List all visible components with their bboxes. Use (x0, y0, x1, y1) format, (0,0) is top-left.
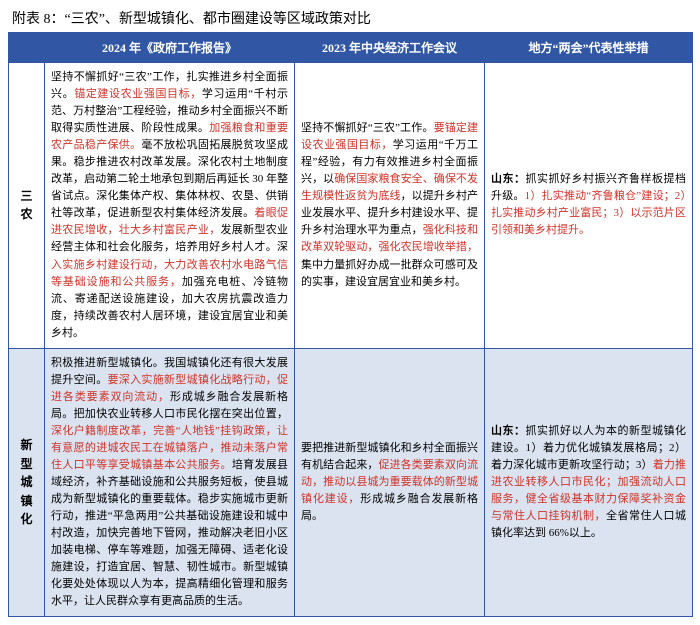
text-segment: 锚定建设农业强国目标， (74, 88, 202, 100)
cell-local: 山东：抓实抓好以人为本的新型城镇化建设。1）着力优化城镇发展格局；2）着力深化城… (485, 348, 693, 617)
col-header-2024: 2024 年《政府工作报告》 (45, 33, 295, 63)
row-label: 新型城镇化 (9, 348, 45, 617)
text-segment: 培育发展县域经济，补齐基础设施和公共服务短板，使县城成为新型城镇化的重要载体。稳… (51, 459, 288, 607)
table-title: 附表 8：“三农”、新型城镇化、都市圈建设等区域政策对比 (8, 8, 692, 28)
col-header-local: 地方“两会”代表性举措 (485, 33, 693, 63)
text-segment: 坚持不懈抓好“三农”工作。 (301, 122, 434, 134)
cell-2023: 坚持不懈抓好“三农”工作。要锚定建设农业强国目标，学习运用“千万工程”经验，有力… (295, 63, 485, 349)
table-row: 新型城镇化积极推进新型城镇化。我国城镇化还有很大发展提升空间。要深入实施新型城镇… (9, 348, 693, 617)
text-segment: 山东： (491, 425, 526, 437)
col-header-2023: 2023 年中央经济工作会议 (295, 33, 485, 63)
cell-2024: 积极推进新型城镇化。我国城镇化还有很大发展提升空间。要深入实施新型城镇化战略行动… (45, 348, 295, 617)
cell-local: 山东：抓实抓好乡村振兴齐鲁样板提档升级。1）扎实推动“齐鲁粮仓”建设；2）扎实推… (485, 63, 693, 349)
cell-2023: 要把推进新型城镇化和乡村全面振兴有机结合起来，促进各类要素双向流动，推动以县城为… (295, 348, 485, 617)
policy-comparison-table: 2024 年《政府工作报告》 2023 年中央经济工作会议 地方“两会”代表性举… (8, 32, 693, 617)
table-row: 三农坚持不懈抓好“三农”工作，扎实推进乡村全面振兴。锚定建设农业强国目标，学习运… (9, 63, 693, 349)
cell-2024: 坚持不懈抓好“三农”工作，扎实推进乡村全面振兴。锚定建设农业强国目标，学习运用“… (45, 63, 295, 349)
text-segment: 毫不放松巩固拓展脱贫攻坚成果。稳步推进农村改革发展。深化农村土地制度改革，启动第… (51, 139, 288, 219)
text-segment: 集中力量抓好办成一批群众可感可及的实事，建设宜居宜业和美乡村。 (301, 259, 478, 288)
table-body: 三农坚持不懈抓好“三农”工作，扎实推进乡村全面振兴。锚定建设农业强国目标，学习运… (9, 63, 693, 617)
col-header-blank (9, 33, 45, 63)
row-label: 三农 (9, 63, 45, 349)
table-header-row: 2024 年《政府工作报告》 2023 年中央经济工作会议 地方“两会”代表性举… (9, 33, 693, 63)
text-segment: 山东： (491, 173, 526, 185)
